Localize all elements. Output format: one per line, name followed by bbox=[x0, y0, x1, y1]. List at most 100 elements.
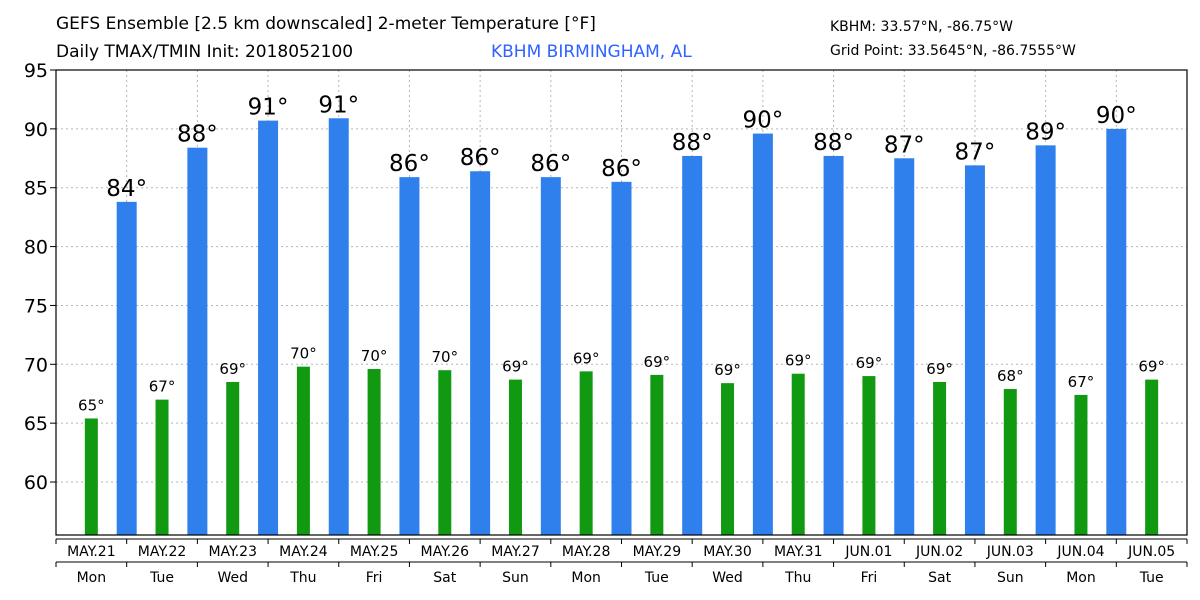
x-weekday-label: Tue bbox=[644, 570, 669, 586]
tmin-value-label: 69° bbox=[785, 352, 812, 370]
tmin-value-label: 69° bbox=[573, 349, 600, 367]
x-date-label: MAY.23 bbox=[208, 544, 257, 560]
x-date-label: MAY.24 bbox=[279, 544, 328, 560]
x-weekday-label: Mon bbox=[571, 570, 601, 586]
tmax-value-label: 89° bbox=[1025, 119, 1066, 145]
x-date-label: MAY.21 bbox=[67, 544, 116, 560]
x-date-label: MAY.30 bbox=[703, 544, 752, 560]
tmin-bar bbox=[650, 374, 664, 535]
tmin-bar bbox=[579, 371, 593, 535]
tmin-value-label: 69° bbox=[1138, 358, 1165, 376]
x-weekday-label: Mon bbox=[77, 570, 107, 586]
tmax-bar bbox=[964, 165, 985, 535]
x-weekday-label: Mon bbox=[1066, 570, 1096, 586]
x-date-label: JUN.02 bbox=[915, 544, 963, 560]
tmax-bar bbox=[823, 155, 844, 535]
tmin-value-label: 67° bbox=[149, 378, 176, 396]
tmax-value-label: 86° bbox=[530, 151, 571, 177]
tmin-bar bbox=[1145, 379, 1159, 535]
tmin-bar bbox=[296, 366, 310, 535]
tmax-value-label: 86° bbox=[460, 145, 501, 171]
tmax-value-label: 88° bbox=[813, 130, 854, 156]
tmax-value-label: 87° bbox=[884, 132, 925, 158]
y-tick-label: 65 bbox=[24, 413, 48, 435]
x-date-label: MAY.29 bbox=[633, 544, 682, 560]
x-date-label: JUN.01 bbox=[844, 544, 892, 560]
x-date-label: MAY.25 bbox=[350, 544, 399, 560]
y-tick-label: 80 bbox=[24, 237, 48, 259]
tmax-value-label: 86° bbox=[601, 156, 642, 182]
y-tick-label: 60 bbox=[24, 472, 48, 494]
tmax-bar bbox=[752, 133, 773, 535]
tmin-bar bbox=[933, 381, 947, 535]
x-weekday-label: Wed bbox=[217, 570, 248, 586]
x-weekday-label: Fri bbox=[366, 570, 383, 586]
tmin-bar bbox=[84, 418, 98, 535]
tmax-value-label: 90° bbox=[1096, 103, 1137, 129]
y-tick-label: 85 bbox=[24, 178, 48, 200]
x-date-label: MAY.26 bbox=[421, 544, 470, 560]
tmax-bar bbox=[116, 201, 137, 536]
chart-title-line2: Daily TMAX/TMIN Init: 2018052100 bbox=[56, 42, 354, 62]
station-coordinates: KBHM: 33.57°N, -86.75°W bbox=[830, 19, 1013, 35]
y-tick-label: 70 bbox=[24, 354, 48, 376]
y-tick-label: 90 bbox=[24, 119, 48, 141]
tmin-value-label: 69° bbox=[219, 360, 246, 378]
tmin-bar bbox=[367, 369, 381, 535]
tmax-value-label: 91° bbox=[248, 95, 289, 121]
x-weekday-label: Fri bbox=[861, 570, 878, 586]
tmin-value-label: 69° bbox=[502, 358, 529, 376]
tmin-value-label: 69° bbox=[714, 361, 741, 379]
tmax-bar bbox=[611, 181, 632, 535]
x-weekday-label: Sat bbox=[433, 570, 456, 586]
tmin-bar bbox=[1003, 389, 1017, 535]
tmin-bar bbox=[862, 376, 876, 535]
x-date-label: MAY.22 bbox=[138, 544, 187, 560]
tmin-bar bbox=[438, 370, 452, 535]
x-date-label: MAY.28 bbox=[562, 544, 611, 560]
tmin-bar bbox=[791, 373, 805, 535]
tmax-value-label: 90° bbox=[742, 108, 783, 134]
x-weekday-label: Thu bbox=[784, 570, 811, 586]
tmax-bar bbox=[399, 177, 420, 535]
tmin-value-label: 69° bbox=[644, 353, 671, 371]
tmin-bar bbox=[226, 381, 240, 535]
y-axis: 60 65 70 75 80 85 90 95 bbox=[24, 60, 56, 494]
tmin-value-label: 69° bbox=[926, 360, 953, 378]
tmin-value-label: 68° bbox=[997, 367, 1024, 385]
x-date-label: MAY.31 bbox=[774, 544, 823, 560]
y-tick-label: 95 bbox=[24, 60, 48, 82]
x-weekday-label: Thu bbox=[289, 570, 316, 586]
x-date-label: MAY.27 bbox=[491, 544, 540, 560]
tmax-value-label: 87° bbox=[955, 139, 996, 165]
tmax-bar bbox=[258, 120, 279, 536]
tmax-bar bbox=[894, 158, 915, 535]
tmax-bar bbox=[470, 171, 491, 535]
tmax-bar bbox=[1106, 128, 1127, 535]
x-date-label: JUN.04 bbox=[1056, 544, 1104, 560]
x-weekday-label: Tue bbox=[149, 570, 174, 586]
tmax-value-label: 88° bbox=[672, 130, 713, 156]
x-weekday-label: Sat bbox=[928, 570, 951, 586]
tmin-value-label: 70° bbox=[431, 348, 458, 366]
tmax-bar bbox=[328, 118, 349, 536]
tmax-bar bbox=[540, 177, 561, 535]
x-weekday-label: Sun bbox=[502, 570, 529, 586]
grid-point-coordinates: Grid Point: 33.5645°N, -86.7555°W bbox=[830, 43, 1076, 59]
tmin-bar bbox=[155, 399, 169, 535]
x-weekday-label: Sun bbox=[997, 570, 1024, 586]
tmin-value-label: 70° bbox=[361, 347, 388, 365]
tmax-value-label: 84° bbox=[106, 176, 147, 202]
tmax-bar bbox=[187, 147, 208, 535]
tmin-value-label: 65° bbox=[78, 396, 105, 414]
x-weekday-label: Wed bbox=[712, 570, 743, 586]
tmin-value-label: 69° bbox=[856, 354, 883, 372]
tmin-value-label: 70° bbox=[290, 345, 317, 363]
tmax-value-label: 86° bbox=[389, 151, 430, 177]
y-tick-label: 75 bbox=[24, 295, 48, 317]
tmin-bar bbox=[721, 383, 735, 535]
tmax-value-label: 88° bbox=[177, 122, 218, 148]
tmax-bar bbox=[682, 155, 703, 535]
tmin-bar bbox=[508, 379, 522, 535]
